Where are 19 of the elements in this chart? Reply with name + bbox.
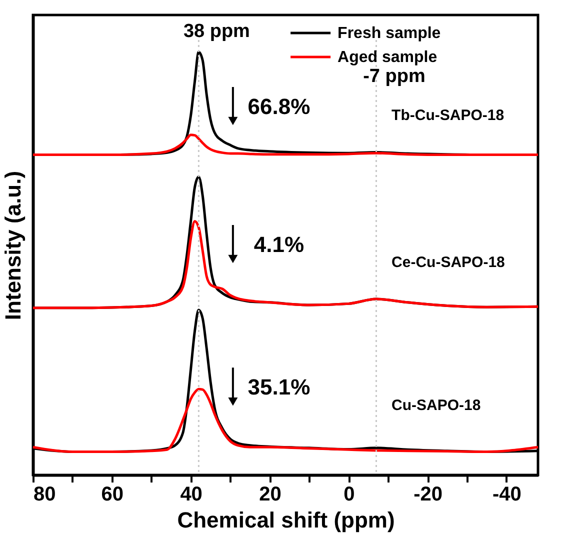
x-tick-label: 0 bbox=[344, 484, 355, 506]
legend-label: Aged sample bbox=[338, 49, 438, 66]
ref-line-label: 38 ppm bbox=[183, 21, 250, 42]
x-tick-label: 20 bbox=[259, 484, 282, 506]
x-axis-title: Chemical shift (ppm) bbox=[177, 508, 395, 532]
x-tick-label: 80 bbox=[34, 484, 56, 506]
annotation: 4.1% bbox=[254, 232, 304, 257]
annotation: Ce-Cu-SAPO-18 bbox=[392, 254, 505, 272]
legend-label: Fresh sample bbox=[338, 25, 441, 42]
y-axis-title: Intensity (a.u.) bbox=[0, 170, 26, 320]
ref-line-label: -7 ppm bbox=[363, 66, 426, 87]
annotation: 35.1% bbox=[248, 374, 310, 400]
x-tick-label: 40 bbox=[180, 484, 202, 506]
annotation: 66.8% bbox=[248, 94, 310, 119]
x-tick-label: -40 bbox=[492, 484, 522, 506]
annotation: Cu-SAPO-18 bbox=[392, 397, 481, 414]
x-tick-label: -20 bbox=[414, 484, 442, 506]
annotation: Tb-Cu-SAPO-18 bbox=[392, 106, 504, 124]
x-tick-label: 60 bbox=[101, 484, 124, 506]
